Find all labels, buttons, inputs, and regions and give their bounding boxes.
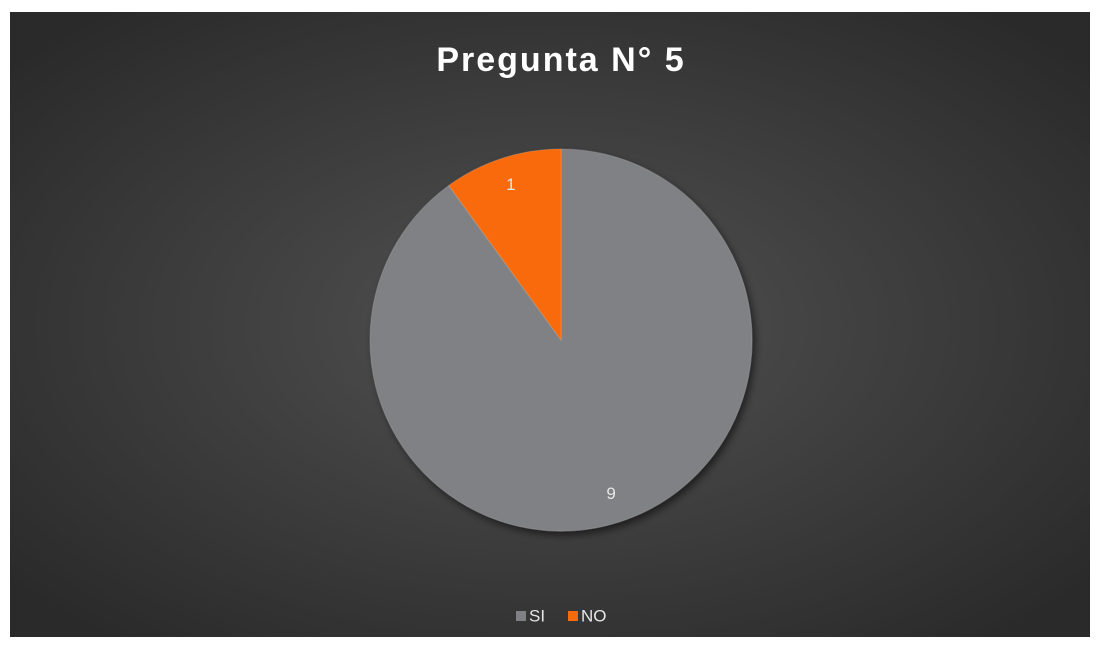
pie-slice [448, 148, 562, 342]
data-label: 9 [606, 484, 615, 503]
data-label: 1 [506, 175, 515, 194]
pie [369, 148, 753, 532]
legend-label: NO [581, 606, 607, 625]
data-labels: 91 [506, 175, 616, 503]
legend: SI NO [516, 606, 607, 625]
legend-swatch [568, 611, 578, 621]
legend-swatch [516, 611, 526, 621]
chart-title: Pregunta N° 5 [436, 41, 685, 79]
legend-label: SI [529, 606, 545, 625]
